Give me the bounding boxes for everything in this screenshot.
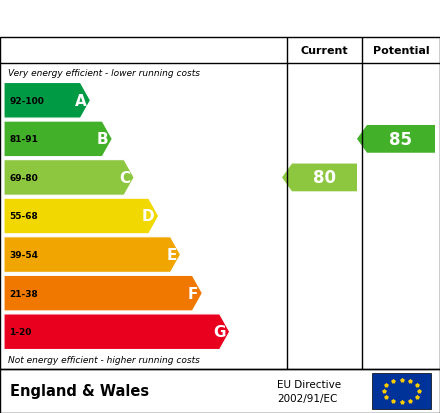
Polygon shape <box>4 276 202 311</box>
Polygon shape <box>4 160 134 196</box>
Text: E: E <box>166 247 176 262</box>
Text: Potential: Potential <box>373 46 429 56</box>
Polygon shape <box>4 199 159 234</box>
Text: C: C <box>119 171 130 185</box>
Text: 69-80: 69-80 <box>9 173 38 183</box>
Polygon shape <box>4 83 91 119</box>
Polygon shape <box>357 126 435 153</box>
Text: 55-68: 55-68 <box>9 212 38 221</box>
Text: 85: 85 <box>389 131 413 149</box>
Polygon shape <box>4 237 180 273</box>
Text: Current: Current <box>301 46 348 56</box>
Text: 92-100: 92-100 <box>9 97 44 106</box>
Text: England & Wales: England & Wales <box>10 384 149 399</box>
Text: 1-20: 1-20 <box>9 328 31 337</box>
Text: 39-54: 39-54 <box>9 250 38 259</box>
Text: Energy Efficiency Rating: Energy Efficiency Rating <box>10 10 257 28</box>
Text: 81-91: 81-91 <box>9 135 38 144</box>
Text: B: B <box>97 132 108 147</box>
Text: 2002/91/EC: 2002/91/EC <box>277 394 337 404</box>
Polygon shape <box>282 164 357 192</box>
Text: 21-38: 21-38 <box>9 289 38 298</box>
Text: Very energy efficient - lower running costs: Very energy efficient - lower running co… <box>8 68 200 77</box>
Text: EU Directive: EU Directive <box>277 379 341 389</box>
Text: D: D <box>142 209 155 224</box>
Text: G: G <box>213 325 226 339</box>
Text: A: A <box>75 94 86 109</box>
Bar <box>372 373 431 409</box>
Text: F: F <box>188 286 198 301</box>
Polygon shape <box>4 122 112 157</box>
Text: 80: 80 <box>313 169 336 187</box>
Text: Not energy efficient - higher running costs: Not energy efficient - higher running co… <box>8 356 200 365</box>
Polygon shape <box>4 314 230 350</box>
